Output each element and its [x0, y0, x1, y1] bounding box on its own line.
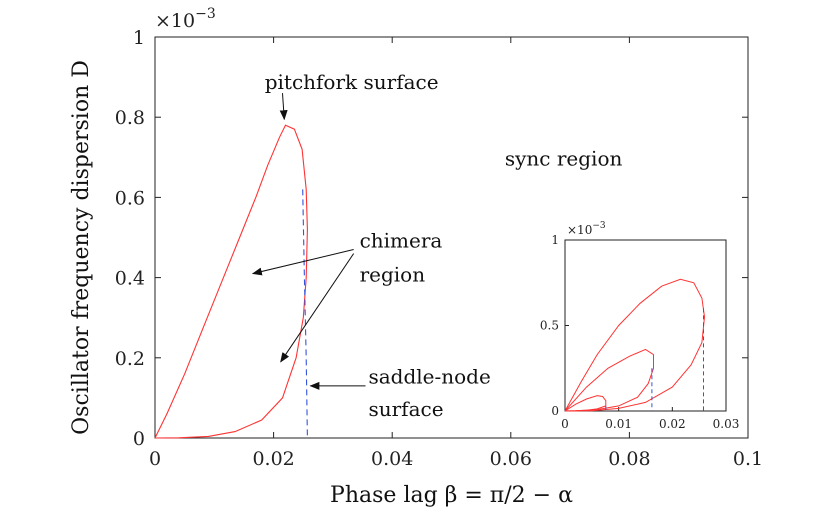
inset-exponent-sup: −3 [592, 221, 606, 231]
annotation-label: pitchfork surface [265, 70, 439, 94]
x-axis-label: Phase lag β = π/2 − α [330, 483, 573, 508]
inset-series-line-1 [564, 348, 654, 412]
x-tick-label: 0.08 [608, 448, 650, 470]
inset-x-tick-label: 0.03 [713, 417, 740, 431]
x-tick-label: 0 [149, 448, 161, 470]
y-tick-label: 0 [133, 428, 145, 450]
exponent-sup: −3 [195, 6, 216, 22]
inset-y-tick-label: 0 [551, 404, 559, 418]
inset-frame [564, 239, 727, 412]
inset-x-tick-label: 0 [561, 417, 569, 431]
y-tick-label: 0.2 [115, 348, 145, 370]
series-line-0 [154, 124, 308, 439]
y-tick-label: 0.4 [115, 268, 145, 290]
inset-x-tick-label: 0.01 [605, 417, 632, 431]
y-tick-label: 0.6 [115, 187, 145, 209]
series-line-1 [302, 189, 308, 439]
annotation-label: chimera [360, 229, 443, 253]
x-tick-label: 0.1 [733, 448, 763, 470]
y-axis-label: Oscillator frequency dispersion D [69, 60, 94, 435]
inset-plot: 0 0.01 0.02 0.03 0 0.5 1 ×10−3 [540, 221, 739, 431]
annotation-label: saddle-node [368, 364, 490, 388]
x-tick-label: 0.04 [371, 448, 413, 470]
annotation-label: region [360, 263, 426, 287]
x-tick-label: 0.02 [252, 448, 294, 470]
inset-series-line-0 [564, 278, 706, 412]
y-tick-label: 1 [133, 27, 145, 49]
inset-y-tick-label: 1 [551, 233, 559, 247]
y-tick-label: 0.8 [115, 107, 145, 129]
annotation-arrow [251, 249, 354, 276]
exponent-label: ×10−3 [155, 6, 216, 32]
annotation-label: surface [368, 397, 443, 421]
inset-y-tick-label: 0.5 [540, 319, 559, 333]
inset-x-tick-label: 0.02 [659, 417, 686, 431]
plot-frame [154, 36, 749, 439]
annotation-arrow [280, 253, 355, 363]
inset-series-line-2 [564, 395, 607, 412]
inset-exponent-label: ×10−3 [567, 221, 606, 237]
x-tick-label: 0.06 [490, 448, 532, 470]
annotation-arrow [279, 93, 288, 121]
annotation-label: sync region [505, 146, 623, 170]
main-plot: 0 0.02 0.04 0.06 0.08 0.1 0 0.2 0.4 0.6 0.8 1 ×10−3 P… [69, 6, 763, 508]
